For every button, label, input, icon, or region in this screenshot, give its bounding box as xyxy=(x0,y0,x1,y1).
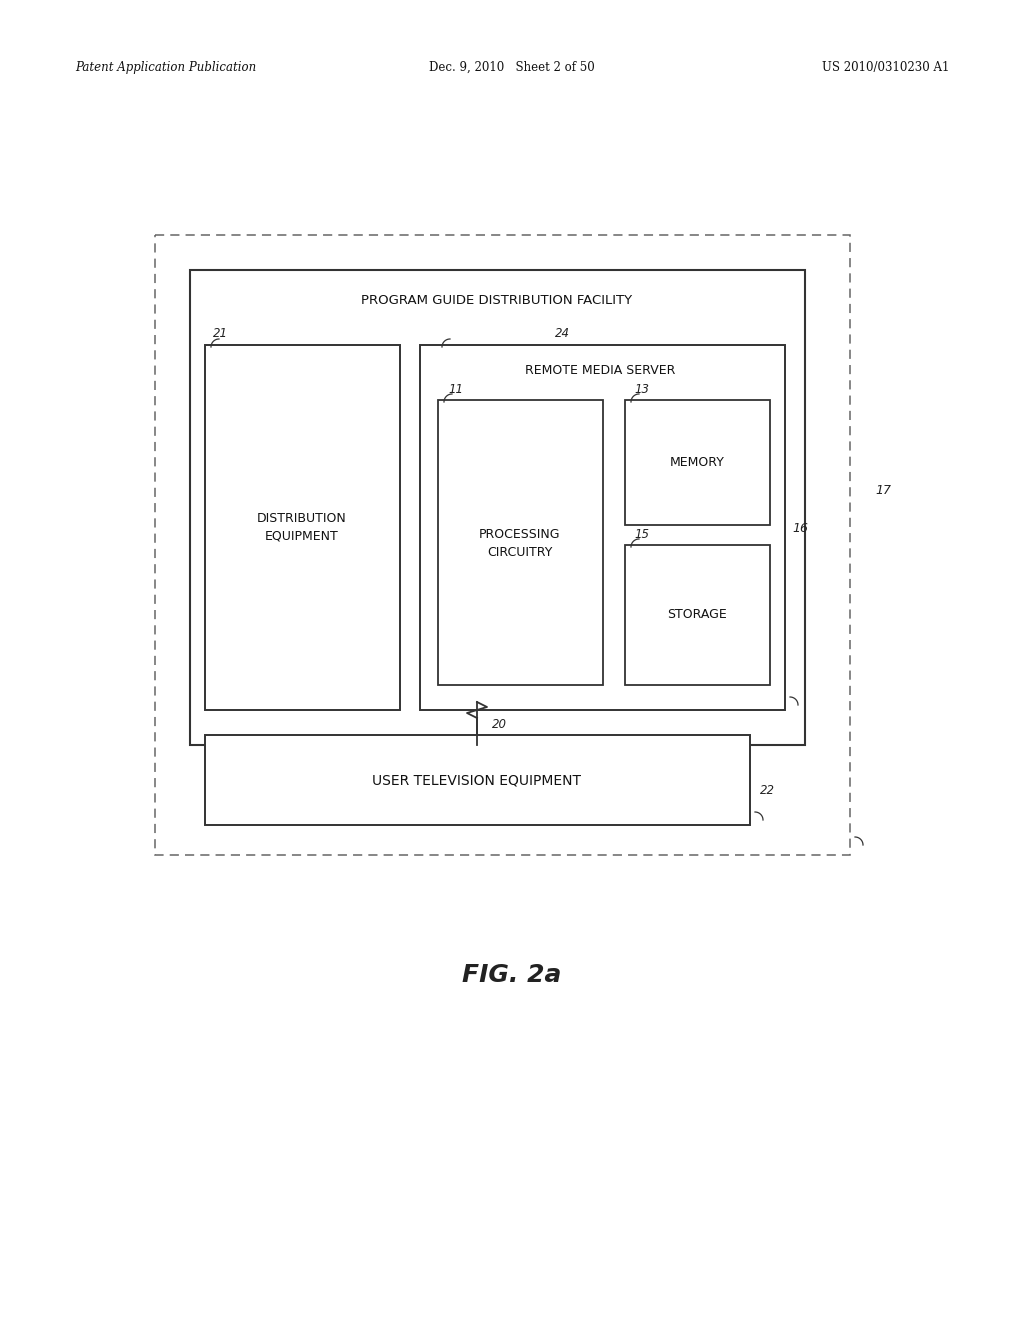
Text: Patent Application Publication: Patent Application Publication xyxy=(75,61,256,74)
Text: 22: 22 xyxy=(760,784,775,796)
Text: 11: 11 xyxy=(449,383,463,396)
Text: 20: 20 xyxy=(492,718,507,730)
Bar xyxy=(625,545,770,685)
Text: 16: 16 xyxy=(792,521,808,535)
Text: STORAGE: STORAGE xyxy=(667,609,727,622)
Text: 15: 15 xyxy=(634,528,649,541)
Bar xyxy=(205,735,750,825)
Text: REMOTE MEDIA SERVER: REMOTE MEDIA SERVER xyxy=(525,364,675,378)
Text: FIG. 2a: FIG. 2a xyxy=(462,964,562,987)
Text: 21: 21 xyxy=(213,327,228,341)
Text: Dec. 9, 2010   Sheet 2 of 50: Dec. 9, 2010 Sheet 2 of 50 xyxy=(429,61,595,74)
Bar xyxy=(155,235,850,855)
Text: DISTRIBUTION
EQUIPMENT: DISTRIBUTION EQUIPMENT xyxy=(257,511,347,543)
Text: MEMORY: MEMORY xyxy=(670,455,724,469)
Bar xyxy=(438,400,603,685)
Text: US 2010/0310230 A1: US 2010/0310230 A1 xyxy=(821,61,949,74)
Text: PROGRAM GUIDE DISTRIBUTION FACILITY: PROGRAM GUIDE DISTRIBUTION FACILITY xyxy=(361,293,633,306)
Text: PROCESSING
CIRCUITRY: PROCESSING CIRCUITRY xyxy=(479,528,561,558)
Bar xyxy=(420,345,785,710)
Text: 24: 24 xyxy=(555,327,570,341)
Bar xyxy=(190,271,805,744)
Text: 17: 17 xyxy=(874,483,891,496)
Text: USER TELEVISION EQUIPMENT: USER TELEVISION EQUIPMENT xyxy=(373,774,582,787)
Bar xyxy=(205,345,400,710)
Bar xyxy=(625,400,770,525)
Text: 13: 13 xyxy=(634,383,649,396)
